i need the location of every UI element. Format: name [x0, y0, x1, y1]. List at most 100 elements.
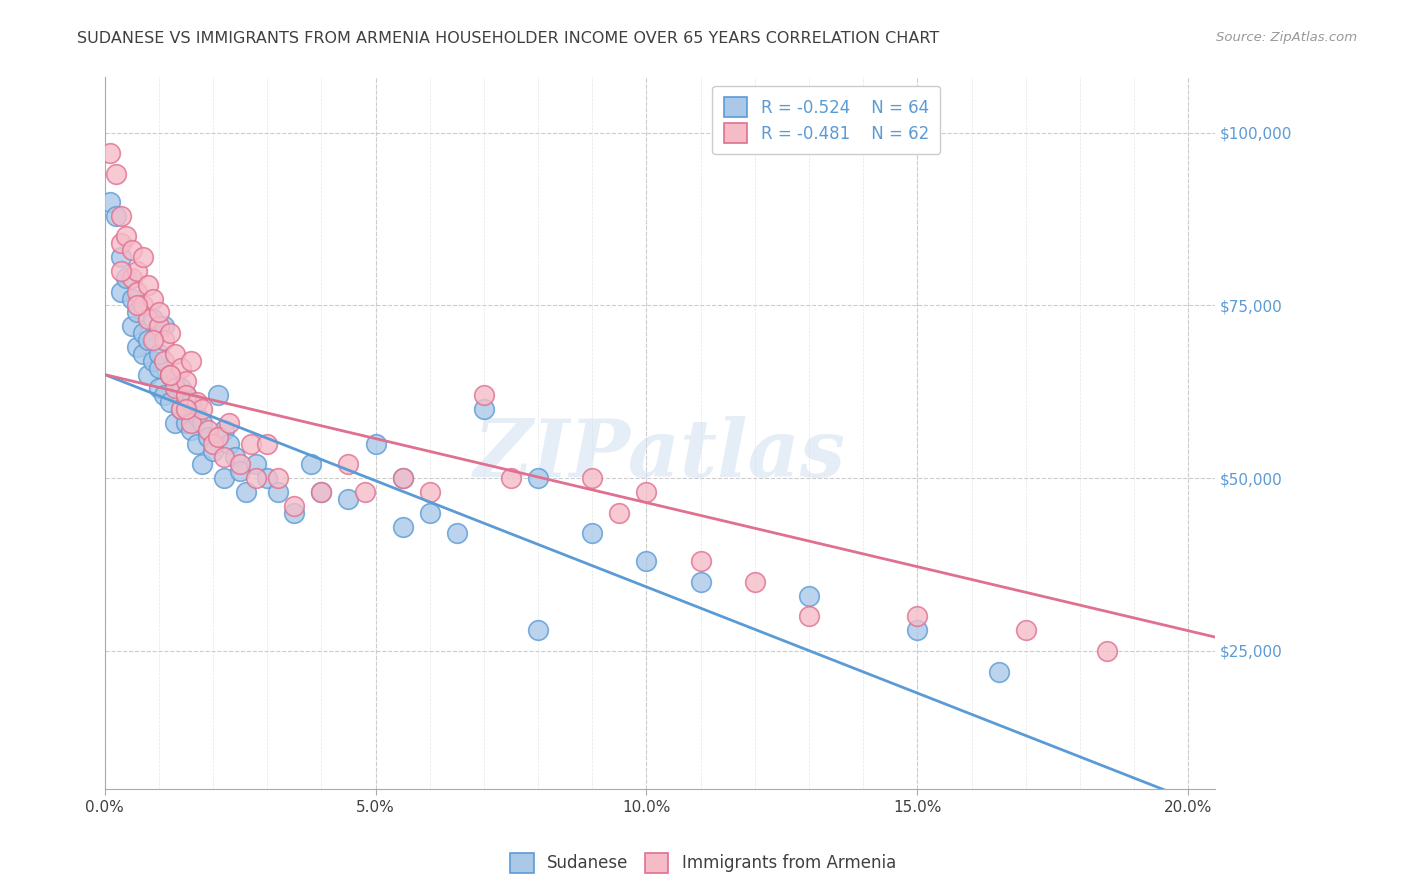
Point — [136, 368, 159, 382]
Point — [148, 319, 170, 334]
Point — [165, 375, 187, 389]
Point — [1015, 624, 1038, 638]
Point — [169, 402, 191, 417]
Point — [191, 416, 214, 430]
Point — [207, 388, 229, 402]
Point — [744, 574, 766, 589]
Point — [202, 436, 225, 450]
Text: SUDANESE VS IMMIGRANTS FROM ARMENIA HOUSEHOLDER INCOME OVER 65 YEARS CORRELATION: SUDANESE VS IMMIGRANTS FROM ARMENIA HOUS… — [77, 31, 939, 46]
Legend: R = -0.524    N = 64, R = -0.481    N = 62: R = -0.524 N = 64, R = -0.481 N = 62 — [713, 86, 941, 154]
Point — [110, 285, 132, 299]
Point — [391, 471, 413, 485]
Point — [353, 485, 375, 500]
Point — [159, 326, 181, 340]
Point — [446, 526, 468, 541]
Point — [127, 298, 149, 312]
Point — [174, 402, 197, 417]
Point — [148, 305, 170, 319]
Point — [148, 360, 170, 375]
Point — [364, 436, 387, 450]
Point — [186, 436, 208, 450]
Point — [636, 485, 658, 500]
Point — [180, 395, 202, 409]
Point — [110, 250, 132, 264]
Point — [98, 194, 121, 209]
Point — [136, 333, 159, 347]
Point — [131, 326, 153, 340]
Point — [159, 368, 181, 382]
Point — [174, 375, 197, 389]
Point — [165, 347, 187, 361]
Point — [256, 471, 278, 485]
Point — [153, 388, 176, 402]
Point — [148, 347, 170, 361]
Point — [174, 416, 197, 430]
Point — [131, 250, 153, 264]
Point — [121, 270, 143, 285]
Point — [191, 402, 214, 417]
Point — [636, 554, 658, 568]
Point — [527, 624, 550, 638]
Point — [218, 416, 240, 430]
Point — [169, 381, 191, 395]
Text: ZIPatlas: ZIPatlas — [474, 416, 846, 493]
Point — [337, 458, 360, 472]
Point — [1095, 644, 1118, 658]
Point — [169, 360, 191, 375]
Point — [239, 436, 262, 450]
Point — [180, 423, 202, 437]
Point — [153, 319, 176, 334]
Point — [115, 229, 138, 244]
Point — [174, 388, 197, 402]
Point — [121, 243, 143, 257]
Point — [581, 526, 603, 541]
Point — [391, 471, 413, 485]
Text: Source: ZipAtlas.com: Source: ZipAtlas.com — [1216, 31, 1357, 45]
Point — [256, 436, 278, 450]
Point — [121, 292, 143, 306]
Point — [245, 471, 267, 485]
Point — [218, 436, 240, 450]
Point — [110, 236, 132, 251]
Point — [311, 485, 333, 500]
Point — [115, 270, 138, 285]
Point — [797, 589, 820, 603]
Point — [98, 146, 121, 161]
Point — [197, 423, 219, 437]
Point — [121, 319, 143, 334]
Point — [110, 264, 132, 278]
Point — [499, 471, 522, 485]
Point — [212, 423, 235, 437]
Point — [110, 209, 132, 223]
Point — [472, 388, 495, 402]
Point — [153, 333, 176, 347]
Point — [905, 624, 928, 638]
Point — [311, 485, 333, 500]
Point — [299, 458, 322, 472]
Point — [472, 402, 495, 417]
Point — [419, 485, 441, 500]
Point — [169, 402, 191, 417]
Point — [142, 292, 165, 306]
Point — [165, 381, 187, 395]
Point — [127, 305, 149, 319]
Point — [153, 353, 176, 368]
Point — [104, 167, 127, 181]
Point — [267, 471, 290, 485]
Point — [267, 485, 290, 500]
Point — [235, 485, 257, 500]
Point — [136, 312, 159, 326]
Point — [186, 395, 208, 409]
Point — [905, 609, 928, 624]
Point — [142, 312, 165, 326]
Point — [159, 368, 181, 382]
Point — [127, 340, 149, 354]
Point — [127, 264, 149, 278]
Point — [197, 430, 219, 444]
Point — [689, 554, 711, 568]
Point — [136, 277, 159, 292]
Point — [337, 491, 360, 506]
Point — [142, 353, 165, 368]
Point — [527, 471, 550, 485]
Point — [180, 416, 202, 430]
